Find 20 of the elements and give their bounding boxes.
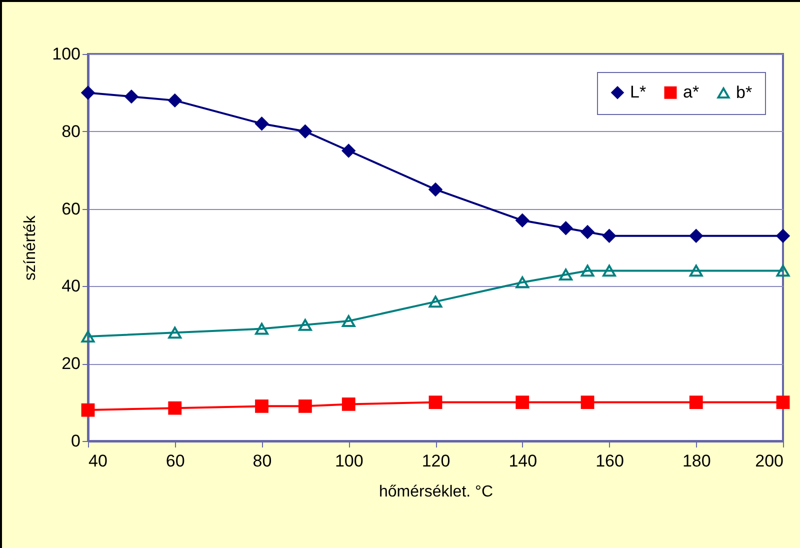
legend-label: a* bbox=[683, 82, 700, 102]
legend-label: b* bbox=[736, 82, 752, 102]
y-tick-label: 100 bbox=[52, 44, 80, 64]
y-tick-label: 60 bbox=[62, 199, 80, 218]
legend-label: L* bbox=[630, 82, 646, 102]
x-tick-label: 60 bbox=[166, 452, 185, 470]
y-tick-label: 80 bbox=[62, 122, 80, 141]
x-tick-label: 80 bbox=[252, 452, 272, 470]
x-tick-label: 120 bbox=[422, 452, 450, 470]
y-tick-label: 0 bbox=[71, 432, 80, 450]
x-axis-title: hőmérséklet. °C bbox=[379, 484, 493, 500]
y-axis-title: színérték bbox=[22, 214, 40, 280]
x-tick-label: 160 bbox=[596, 452, 624, 470]
x-tick-label: 200 bbox=[755, 452, 784, 470]
x-tick-label: 140 bbox=[508, 452, 538, 470]
x-tick-label: 40 bbox=[88, 452, 108, 470]
y-tick-label: 40 bbox=[62, 276, 80, 296]
y-tick-label: 20 bbox=[62, 354, 80, 374]
x-tick-label: 100 bbox=[334, 452, 364, 470]
x-tick-label: 180 bbox=[682, 452, 711, 470]
